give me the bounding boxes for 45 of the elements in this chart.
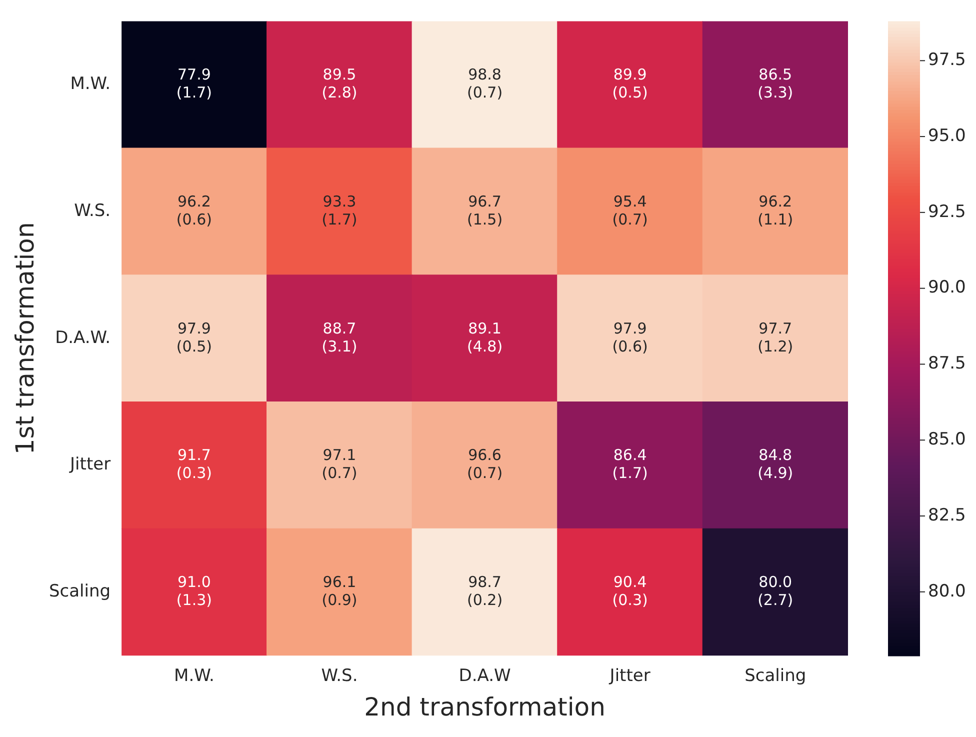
data-label: 96.7 (1.5)	[467, 192, 503, 228]
data-label: 86.5 (3.3)	[758, 66, 794, 102]
x-tick-label: D.A.W	[458, 666, 511, 686]
data-label: 86.4 (1.7)	[612, 446, 648, 482]
y-tick-label: D.A.W.	[55, 328, 111, 348]
color-bar-label: 97.5	[928, 50, 966, 70]
data-label: 89.1 (4.8)	[467, 319, 503, 356]
data-label: 97.1 (0.7)	[322, 446, 358, 482]
color-bar-label: 95.0	[928, 126, 966, 146]
color-bar-label: 80.0	[928, 581, 966, 602]
x-tick-label: Jitter	[608, 666, 650, 686]
data-label: 97.9 (0.6)	[612, 319, 648, 356]
color-bar-label: 90.0	[928, 278, 966, 298]
data-label: 96.2 (1.1)	[758, 192, 794, 228]
data-label: 93.3 (1.7)	[322, 192, 358, 228]
data-label: 84.8 (4.9)	[758, 446, 794, 482]
data-label: 90.4 (0.3)	[612, 573, 648, 610]
y-tick-label: Scaling	[48, 582, 111, 602]
color-bar-label: 92.5	[928, 202, 966, 222]
data-label: 97.7 (1.2)	[758, 319, 794, 356]
y-tick-label: M.W.	[70, 74, 111, 94]
color-bar-label: 82.5	[928, 505, 966, 526]
data-label: 96.2 (0.6)	[176, 192, 212, 228]
data-label: 77.9 (1.7)	[176, 66, 212, 102]
y-tick-label: Jitter	[69, 454, 111, 475]
y-axis-title: 1st transformation	[10, 222, 40, 455]
y-tick-label: W.S.	[74, 200, 111, 221]
x-axis-title: 2nd transformation	[364, 692, 606, 722]
color-bar-label: 87.5	[928, 354, 966, 374]
data-label: 97.9 (0.5)	[176, 319, 212, 356]
data-label: 89.5 (2.8)	[322, 66, 358, 102]
data-label: 95.4 (0.7)	[612, 192, 648, 228]
data-label: 98.8 (0.7)	[467, 66, 503, 102]
data-label: 96.1 (0.9)	[322, 573, 358, 610]
data-label: 80.0 (2.7)	[758, 573, 794, 610]
color-bar-label: 85.0	[928, 430, 966, 450]
x-tick-label: M.W.	[174, 666, 214, 686]
data-label: 91.0 (1.3)	[176, 573, 212, 610]
data-label: 88.7 (3.1)	[322, 319, 358, 356]
data-label: 91.7 (0.3)	[176, 446, 212, 482]
data-label: 98.7 (0.2)	[467, 573, 503, 610]
data-label: 96.6 (0.7)	[467, 446, 503, 482]
data-label: 89.9 (0.5)	[612, 66, 648, 102]
x-tick-label: W.S.	[321, 666, 358, 686]
x-tick-label: Scaling	[744, 666, 806, 686]
